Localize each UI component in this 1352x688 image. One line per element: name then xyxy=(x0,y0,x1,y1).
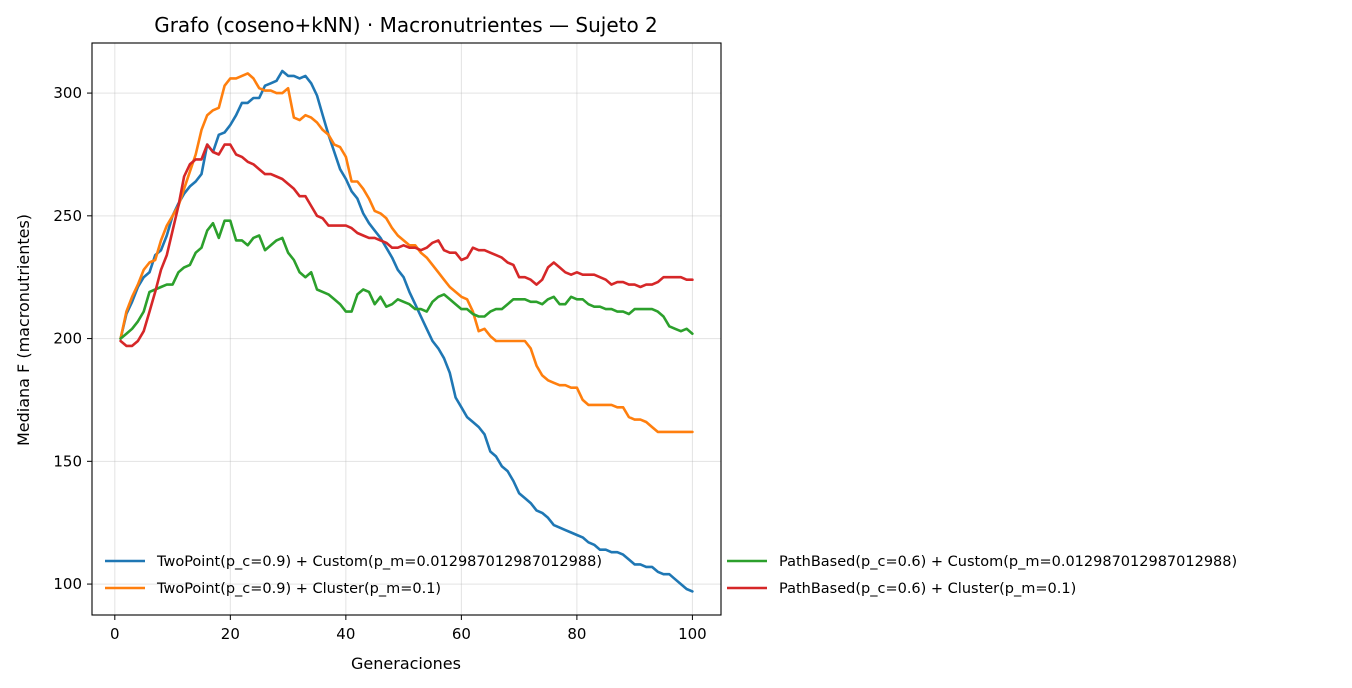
x-tick-label: 0 xyxy=(110,625,120,643)
series-line-3 xyxy=(119,219,694,340)
x-tick-label: 60 xyxy=(452,625,471,643)
y-tick-label: 100 xyxy=(53,575,82,593)
y-tick-label: 250 xyxy=(53,207,82,225)
plot-frame xyxy=(91,42,722,616)
x-axis-label: Generaciones xyxy=(351,654,461,673)
series-line-4 xyxy=(119,143,694,348)
x-tick-label: 100 xyxy=(678,625,707,643)
series-layer xyxy=(119,69,694,593)
y-tick-label: 150 xyxy=(53,452,82,470)
legend-label-1: TwoPoint(p_c=0.9) + Custom(p_m=0.0129870… xyxy=(156,554,602,570)
x-tick-label: 40 xyxy=(336,625,355,643)
y-axis-label: Mediana F (macronutrientes) xyxy=(14,214,33,446)
x-tick-label: 20 xyxy=(221,625,240,643)
legend-label-3: PathBased(p_c=0.6) + Custom(p_m=0.012987… xyxy=(779,554,1237,570)
y-tick-label: 300 xyxy=(53,84,82,102)
x-tick-label: 80 xyxy=(567,625,586,643)
legend-label-4: PathBased(p_c=0.6) + Cluster(p_m=0.1) xyxy=(779,581,1076,597)
series-line-1 xyxy=(119,69,694,593)
legend: TwoPoint(p_c=0.9) + Custom(p_m=0.0129870… xyxy=(105,554,1237,597)
chart-title: Grafo (coseno+kNN) · Macronutrientes — S… xyxy=(154,13,658,37)
series-line-2 xyxy=(119,72,694,434)
grid-lines xyxy=(92,43,721,615)
axis-ticks: 0 20 40 60 80 100 100 150 200 250 300 xyxy=(53,84,706,643)
y-tick-label: 200 xyxy=(53,330,82,348)
legend-label-2: TwoPoint(p_c=0.9) + Cluster(p_m=0.1) xyxy=(156,581,441,597)
